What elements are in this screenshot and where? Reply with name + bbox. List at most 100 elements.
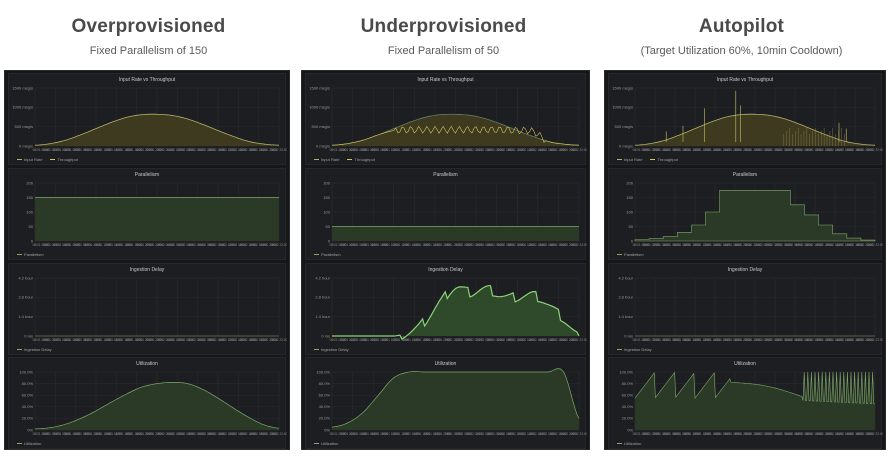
svg-text:08/02 10:00: 08/02 10:00 <box>806 432 823 436</box>
svg-text:08/02 12:00: 08/02 12:00 <box>518 432 535 436</box>
svg-text:08/02 12:00: 08/02 12:00 <box>518 338 535 342</box>
svg-text:08/01 16:00: 08/01 16:00 <box>413 338 430 342</box>
svg-text:08/02 02:00: 08/02 02:00 <box>167 148 184 152</box>
svg-text:08/01 04:00: 08/01 04:00 <box>53 148 70 152</box>
svg-text:60.0%: 60.0% <box>319 393 331 398</box>
svg-text:08/02 20:00: 08/02 20:00 <box>260 338 277 342</box>
legend-item[interactable]: Parallelism <box>617 252 644 257</box>
svg-text:08/02 00:00: 08/02 00:00 <box>455 432 472 436</box>
svg-text:08/01 10:00: 08/01 10:00 <box>84 148 101 152</box>
legend-item[interactable]: Parallelism <box>17 252 44 257</box>
svg-text:08/01 16:00: 08/01 16:00 <box>714 243 731 247</box>
svg-text:08/02 22:00: 08/02 22:00 <box>271 148 287 152</box>
chart-legend[interactable]: Input Rate Throughput <box>314 157 375 162</box>
svg-text:08/01 20:00: 08/01 20:00 <box>734 338 751 342</box>
svg-text:08/02 20:00: 08/02 20:00 <box>260 432 277 436</box>
svg-text:08/02 16:00: 08/02 16:00 <box>539 148 556 152</box>
svg-text:08/01 16:00: 08/01 16:00 <box>115 243 132 247</box>
dashboard-autopilot: Input Rate vs Throughput 0 msg/s 500 msg/s… <box>604 70 886 450</box>
legend-label: Input Rate <box>624 157 643 162</box>
parallelism-panel: Parallelism 0 50 100 150 200 08/01 00:00 08/01 … <box>608 168 883 260</box>
svg-text:500 msg/s: 500 msg/s <box>615 124 633 129</box>
svg-text:08/02 00:00: 08/02 00:00 <box>455 338 472 342</box>
legend-item[interactable]: Input Rate <box>617 157 642 162</box>
svg-text:08/01 04:00: 08/01 04:00 <box>653 432 670 436</box>
chart-plot: 0 msg/s 500 msg/s 1000 msg/s 1500 msg/s 08/0… <box>309 85 587 152</box>
svg-text:08/02 22:00: 08/02 22:00 <box>867 148 883 152</box>
chart-legend[interactable]: Parallelism <box>314 252 341 257</box>
chart-legend[interactable]: Utilization <box>17 441 41 446</box>
svg-text:08/01 00:00: 08/01 00:00 <box>33 148 50 152</box>
svg-text:0%: 0% <box>27 427 33 432</box>
legend-item[interactable]: Parallelism <box>314 252 341 257</box>
svg-text:08/01 02:00: 08/01 02:00 <box>643 148 660 152</box>
svg-text:2.8 hour: 2.8 hour <box>315 295 330 300</box>
svg-text:08/01 10:00: 08/01 10:00 <box>382 243 399 247</box>
legend-item[interactable]: Utilization <box>17 441 41 446</box>
svg-text:0 ms: 0 ms <box>624 333 633 338</box>
svg-text:08/01 08:00: 08/01 08:00 <box>673 148 690 152</box>
svg-text:08/01 12:00: 08/01 12:00 <box>694 338 711 342</box>
svg-text:08/02 12:00: 08/02 12:00 <box>219 148 236 152</box>
svg-text:08/02 12:00: 08/02 12:00 <box>816 338 833 342</box>
svg-text:08/02 08:00: 08/02 08:00 <box>795 338 812 342</box>
svg-text:08/01 08:00: 08/01 08:00 <box>74 338 91 342</box>
svg-text:08/01 22:00: 08/01 22:00 <box>445 338 462 342</box>
chart-legend[interactable]: Input Rate Throughput <box>17 157 78 162</box>
legend-item[interactable]: Ingestion Delay <box>314 347 349 352</box>
svg-text:08/02 10:00: 08/02 10:00 <box>208 148 225 152</box>
legend-swatch-icon <box>617 443 622 445</box>
chart-legend[interactable]: Ingestion Delay <box>617 347 652 352</box>
chart-legend[interactable]: Utilization <box>617 441 641 446</box>
legend-swatch-icon <box>617 254 622 256</box>
legend-item[interactable]: Utilization <box>617 441 641 446</box>
svg-text:08/02 20:00: 08/02 20:00 <box>560 148 577 152</box>
legend-item[interactable]: Utilization <box>314 441 338 446</box>
svg-text:08/01 08:00: 08/01 08:00 <box>371 338 388 342</box>
panel-title: Ingestion Delay <box>129 267 165 273</box>
svg-text:08/01 18:00: 08/01 18:00 <box>126 148 143 152</box>
svg-text:08/01 22:00: 08/01 22:00 <box>146 243 163 247</box>
legend-item[interactable]: Input Rate <box>314 157 339 162</box>
legend-item[interactable]: Throughput <box>50 157 78 162</box>
legend-swatch-icon <box>650 159 656 161</box>
svg-text:08/02 02:00: 08/02 02:00 <box>466 432 483 436</box>
legend-item[interactable]: Throughput <box>347 157 375 162</box>
svg-text:08/01 12:00: 08/01 12:00 <box>694 432 711 436</box>
panel-title: Utilization <box>434 361 457 367</box>
svg-text:08/02 14:00: 08/02 14:00 <box>229 148 246 152</box>
legend-item[interactable]: Ingestion Delay <box>617 347 652 352</box>
svg-text:08/01 10:00: 08/01 10:00 <box>683 338 700 342</box>
svg-text:08/02 16:00: 08/02 16:00 <box>240 432 257 436</box>
chart-legend[interactable]: Input Rate Throughput <box>617 157 678 162</box>
svg-text:80.0%: 80.0% <box>622 381 634 386</box>
chart-legend[interactable]: Ingestion Delay <box>314 347 349 352</box>
svg-text:08/01 16:00: 08/01 16:00 <box>413 243 430 247</box>
chart-legend[interactable]: Utilization <box>314 441 338 446</box>
svg-text:08/02 18:00: 08/02 18:00 <box>550 432 567 436</box>
svg-text:08/02 06:00: 08/02 06:00 <box>487 148 504 152</box>
svg-text:20.0%: 20.0% <box>319 416 331 421</box>
svg-text:08/02 00:00: 08/02 00:00 <box>755 338 772 342</box>
svg-text:08/01 02:00: 08/01 02:00 <box>643 243 660 247</box>
chart-legend[interactable]: Ingestion Delay <box>17 347 52 352</box>
legend-item[interactable]: Ingestion Delay <box>17 347 52 352</box>
chart-legend[interactable]: Parallelism <box>17 252 44 257</box>
svg-text:08/01 18:00: 08/01 18:00 <box>724 432 741 436</box>
svg-text:08/01 20:00: 08/01 20:00 <box>136 148 153 152</box>
legend-item[interactable]: Throughput <box>650 157 678 162</box>
svg-text:08/01 18:00: 08/01 18:00 <box>126 243 143 247</box>
svg-text:500 msg/s: 500 msg/s <box>312 124 330 129</box>
svg-text:4.2 hour: 4.2 hour <box>315 275 330 280</box>
legend-label: Input Rate <box>321 157 340 162</box>
svg-text:08/02 18:00: 08/02 18:00 <box>846 338 863 342</box>
svg-text:80.0%: 80.0% <box>319 381 331 386</box>
svg-text:08/01 10:00: 08/01 10:00 <box>683 148 700 152</box>
svg-text:50: 50 <box>326 224 331 229</box>
legend-item[interactable]: Input Rate <box>17 157 42 162</box>
svg-text:08/01 18:00: 08/01 18:00 <box>724 338 741 342</box>
chart-legend[interactable]: Parallelism <box>617 252 644 257</box>
column-subtitle: Fixed Parallelism of 50 <box>387 45 500 57</box>
